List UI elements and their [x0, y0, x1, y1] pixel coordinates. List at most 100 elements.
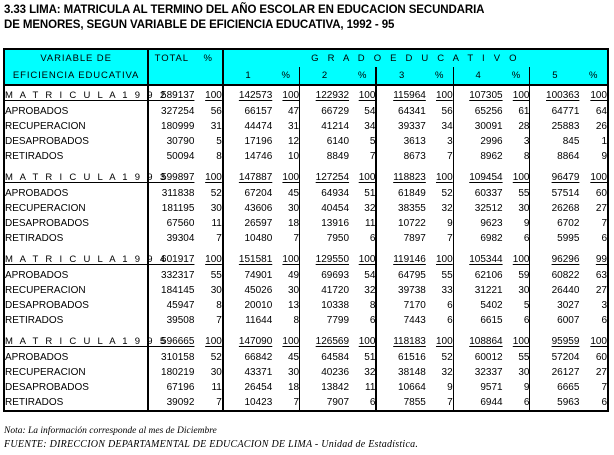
- cell-grade-1: 11644: [221, 313, 273, 328]
- cell-grade-5-pct: 27: [579, 283, 609, 298]
- cell-grade-4-pct: 3: [523, 136, 530, 147]
- cell-grade-5-pct: 3: [579, 298, 609, 313]
- cell-total-pct: 100: [205, 89, 222, 101]
- cell-grade-2: 7799: [299, 313, 350, 328]
- row-label-category: DESAPROBADOS: [2, 380, 149, 395]
- cell-grade-3-pct: 52: [441, 188, 453, 199]
- enrollment-table: VARIABLE DE TOTAL % G R A D O E D U C A …: [2, 48, 610, 412]
- cell-grade-5: 5963: [529, 395, 580, 412]
- cell-grade-5-pct: 26: [579, 119, 609, 134]
- cell-grade-3-pct: 6: [447, 300, 453, 311]
- cell-grade-1: 74901: [221, 268, 273, 283]
- cell-total-pct: 30: [210, 203, 222, 214]
- cell-grade-5-pct: 64: [579, 104, 609, 119]
- cell-grade-1: 147887: [221, 168, 273, 186]
- spacer-cell: [452, 328, 503, 332]
- cell-grade-2-pct: 11: [365, 382, 376, 393]
- cell-grade-4: 32512: [452, 201, 503, 216]
- cell-grade-1-pct: 100: [282, 335, 300, 347]
- table-row: DESAPROBADOS 30790 5 17196 12 6140 5 3613 3 2996 3…: [2, 134, 609, 149]
- cell-total: 67196: [147, 380, 195, 395]
- cell-total-pct: 7: [194, 395, 223, 412]
- cell-grade-1: 43606: [221, 201, 273, 216]
- cell-grade-4-pct: 59: [518, 270, 530, 281]
- row-label-category: DESAPROBADOS: [2, 134, 149, 149]
- cell-grade-4: 108864: [452, 332, 503, 350]
- cell-grade-1: 66157: [221, 104, 273, 119]
- cell-grade-2: 126569: [299, 332, 350, 350]
- cell-grade-5-pct: 100: [579, 168, 609, 186]
- cell-grade-5-pct: 99: [579, 250, 609, 268]
- row-label-category: APROBADOS: [2, 104, 149, 119]
- cell-grade-5-pct: 60: [579, 186, 609, 201]
- cell-grade-1: 10423: [221, 395, 273, 412]
- table-row-matricula: M A T R I C U L A 1 9 9 2 589137 100 142573…: [2, 85, 609, 104]
- cell-grade-2: 7907: [299, 395, 350, 412]
- cell-grade-4: 6944: [452, 395, 503, 412]
- cell-grade-4: 32337: [452, 365, 503, 380]
- cell-total-pct: 52: [210, 352, 222, 363]
- row-label-category: RECUPERACION: [2, 201, 149, 216]
- cell-total-pct: 5: [216, 136, 222, 147]
- header-total-spacer-b: [194, 67, 223, 86]
- table-row: APROBADOS 327254 56 66157 47 66729 54 64341 56 65…: [2, 104, 609, 119]
- cell-total-pct: 55: [210, 270, 222, 281]
- title-line-1: 3.33 LIMA: MATRICULA AL TERMINO DEL AÑO …: [4, 4, 485, 16]
- table-row: RETIRADOS 39508 7 11644 8 7799 6 7443 6 6615 6 6007…: [2, 313, 609, 328]
- row-label-matricula: M A T R I C U L A 1 9 9 2: [2, 85, 165, 104]
- cell-grade-3-pct: 100: [435, 171, 453, 183]
- cell-total: 596665: [147, 332, 195, 350]
- cell-total-pct: 11: [211, 218, 222, 229]
- spacer-cell: [147, 246, 195, 250]
- cell-grade-1: 14746: [221, 149, 273, 164]
- cell-grade-1: 20010: [221, 298, 273, 313]
- header-variable-line2: EFICIENCIA EDUCATIVA: [2, 67, 149, 86]
- header-grade-4: 4: [452, 67, 503, 86]
- cell-grade-4-pct: 30: [518, 367, 530, 378]
- cell-grade-3: 61516: [375, 350, 426, 365]
- row-label-category: DESAPROBADOS: [2, 298, 149, 313]
- header-grado-educativo: G R A D O E D U C A T I V O: [221, 48, 610, 67]
- statistics-table-container: VARIABLE DE TOTAL % G R A D O E D U C A …: [2, 48, 610, 412]
- row-label-category: APROBADOS: [2, 350, 149, 365]
- row-label-category: APROBADOS: [2, 186, 149, 201]
- cell-grade-1-pct: 49: [287, 270, 300, 281]
- cell-grade-5: 100363: [529, 85, 580, 104]
- cell-total-pct: 100: [205, 335, 222, 347]
- row-label-category: APROBADOS: [2, 268, 149, 283]
- cell-grade-1: 26597: [221, 216, 273, 231]
- block-spacer: [2, 164, 609, 168]
- cell-grade-5-pct: 6: [579, 313, 609, 328]
- cell-grade-1-pct: 30: [287, 203, 300, 214]
- table-row: DESAPROBADOS 67560 11 26597 18 13916 11 10722 9 9…: [2, 216, 609, 231]
- table-row: RECUPERACION 181195 30 43606 30 40454 32 38355 3…: [2, 201, 609, 216]
- cell-total: 332317: [147, 268, 195, 283]
- cell-grade-1-pct: 7: [272, 395, 300, 412]
- cell-grade-2-pct: 32: [364, 285, 376, 296]
- cell-grade-3: 39738: [375, 283, 426, 298]
- cell-grade-3: 118823: [375, 168, 426, 186]
- cell-grade-4-pct: 9: [523, 382, 530, 393]
- cell-total: 180219: [147, 365, 195, 380]
- cell-grade-3: 7443: [375, 313, 426, 328]
- header-grade-5: 5: [529, 67, 580, 86]
- table-row: RECUPERACION 180999 31 44474 31 41214 34 39337 3…: [2, 119, 609, 134]
- cell-grade-2-pct: 8: [369, 300, 376, 311]
- cell-grade-5: 26127: [529, 365, 580, 380]
- table-row: DESAPROBADOS 45947 8 20010 13 10338 8 7170 6 5402…: [2, 298, 609, 313]
- cell-grade-4: 105344: [452, 250, 503, 268]
- cell-grade-2: 13842: [299, 380, 350, 395]
- spacer-cell: [579, 164, 609, 168]
- cell-grade-3: 64795: [375, 268, 426, 283]
- header-grade-1: 1: [221, 67, 273, 86]
- cell-grade-1-pct: 31: [287, 121, 300, 132]
- cell-grade-3-pct: 7: [425, 395, 454, 412]
- header-grade-5-pct: %: [579, 67, 609, 86]
- cell-grade-2-pct: 54: [364, 270, 376, 281]
- cell-grade-5: 95959: [529, 332, 580, 350]
- cell-grade-4: 2996: [452, 134, 503, 149]
- cell-grade-4: 6615: [452, 313, 503, 328]
- row-label-category: RECUPERACION: [2, 283, 149, 298]
- cell-grade-1-pct: 100: [282, 89, 300, 101]
- cell-grade-4-pct: 55: [518, 188, 530, 199]
